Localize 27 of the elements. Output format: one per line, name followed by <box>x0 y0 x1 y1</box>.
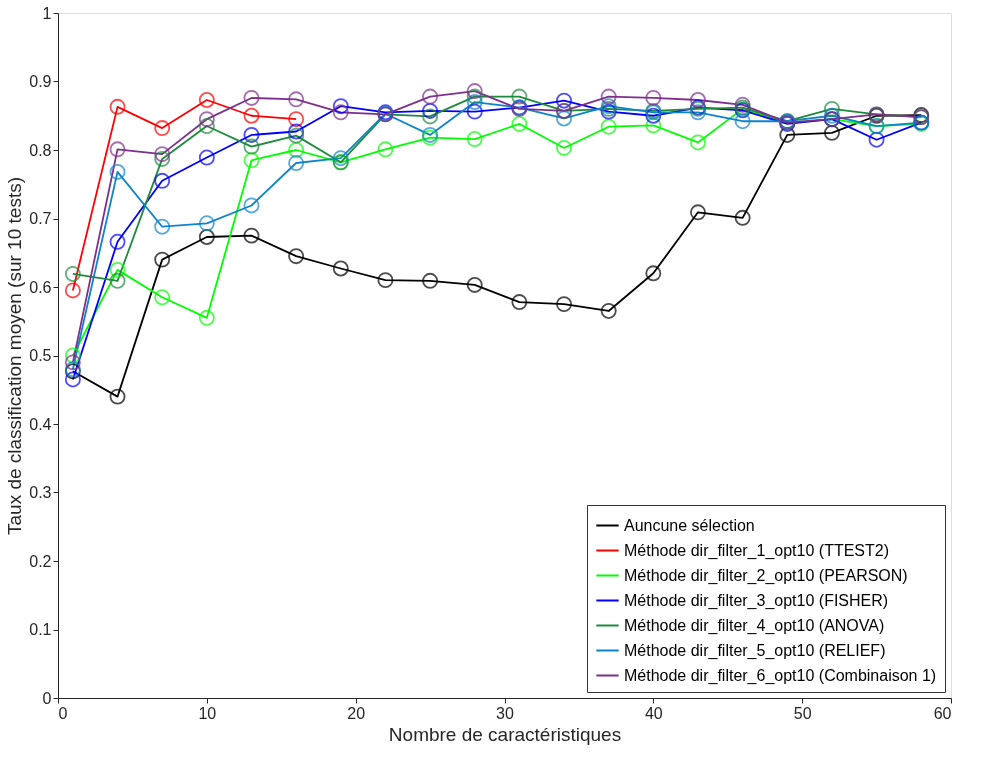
legend-label: Méthode dir_filter_3_opt10 (FISHER) <box>624 591 889 610</box>
y-tick-label: 0.6 <box>29 278 52 296</box>
y-tick-label: 0 <box>42 689 52 707</box>
y-tick-label: 0.8 <box>29 141 52 159</box>
x-tick-label: 30 <box>496 704 514 722</box>
legend-label: Méthode dir_filter_6_opt10 (Combinaison 1) <box>624 666 937 685</box>
legend-label: Méthode dir_filter_4_opt10 (ANOVA) <box>624 616 885 635</box>
y-tick-label: 1 <box>42 4 52 22</box>
y-axis-title: Taux de classification moyen (sur 10 tests) <box>4 177 26 535</box>
legend-label: Méthode dir_filter_2_opt10 (PEARSON) <box>624 566 908 585</box>
legend-label: Méthode dir_filter_5_opt10 (RELIEF) <box>624 641 886 660</box>
y-tick-label: 0.9 <box>29 73 52 90</box>
x-tick-label: 50 <box>793 704 812 722</box>
y-tick-label: 0.3 <box>29 484 52 501</box>
x-tick-label: 40 <box>644 704 663 722</box>
y-tick-label: 0.2 <box>29 552 52 570</box>
x-tick-label: 10 <box>198 704 217 722</box>
x-axis-title: Nombre de caractéristiques <box>388 723 622 745</box>
legend-label: Auncune sélection <box>624 516 755 534</box>
y-tick-label: 0.7 <box>29 210 52 227</box>
legend-label: Méthode dir_filter_1_opt10 (TTEST2) <box>624 541 890 560</box>
y-tick-label: 0.1 <box>29 621 52 638</box>
y-tick-label: 0.5 <box>29 347 52 364</box>
x-tick-label: 20 <box>347 704 366 722</box>
y-tick-label: 0.4 <box>29 415 52 433</box>
x-tick-label: 0 <box>58 704 68 722</box>
x-tick-label: 60 <box>933 704 952 722</box>
